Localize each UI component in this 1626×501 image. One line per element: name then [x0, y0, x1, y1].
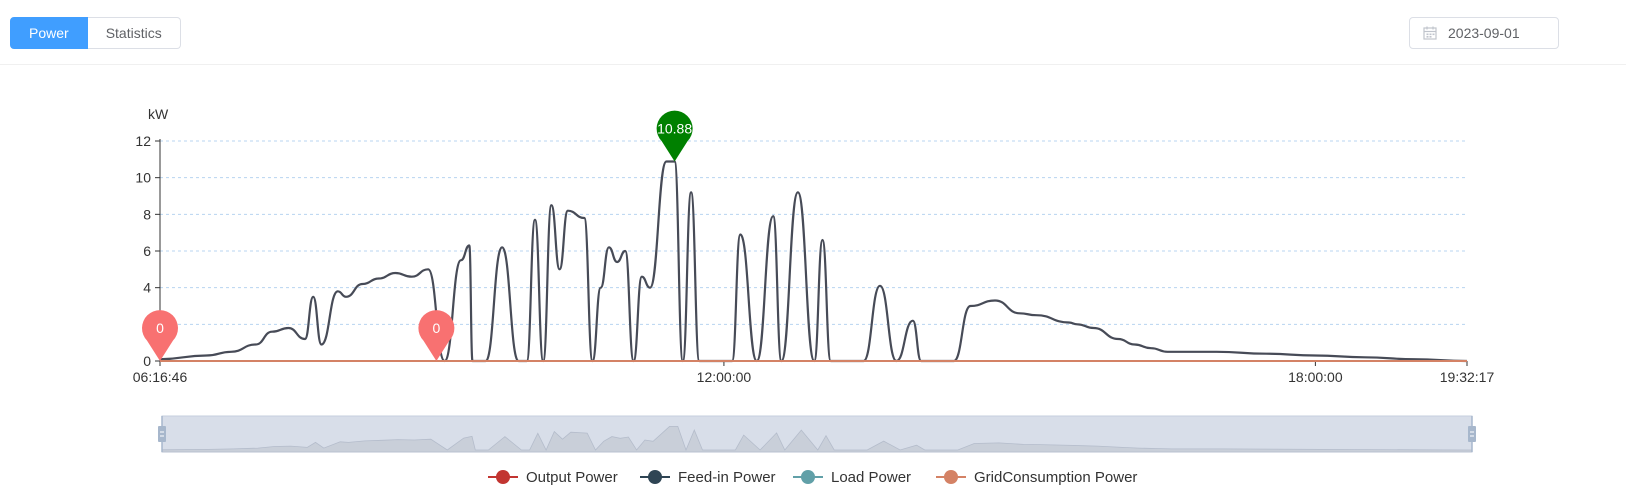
legend-item[interactable]: Feed-in Power: [640, 469, 776, 486]
legend-item[interactable]: GridConsumption Power: [936, 469, 1137, 486]
legend-symbol: [496, 470, 510, 484]
y-tick-label: 0: [143, 353, 151, 369]
x-tick-label: 18:00:00: [1288, 369, 1343, 385]
tab-statistics[interactable]: Statistics: [87, 17, 181, 49]
date-picker[interactable]: 2023-09-01: [1409, 17, 1559, 49]
view-tabs: Power Statistics: [10, 17, 181, 49]
legend-symbol: [944, 470, 958, 484]
date-value: 2023-09-01: [1448, 25, 1520, 41]
zoom-handle-grip: [1468, 426, 1476, 442]
marker-label: 0: [156, 320, 164, 336]
marker-pin-shape: [418, 310, 455, 361]
marker-label: 10.88: [657, 121, 692, 137]
legend-label: Feed-in Power: [678, 469, 776, 486]
zoom-slider-preview: [161, 426, 1473, 453]
legend-item[interactable]: Output Power: [488, 469, 618, 486]
legend-label: Output Power: [526, 469, 618, 486]
marker-pin: 0: [142, 310, 178, 361]
y-tick-label: 12: [135, 133, 151, 149]
zoom-handle-left[interactable]: [158, 416, 166, 452]
zoom-handle-grip: [158, 426, 166, 442]
marker-pin-shape: [656, 110, 693, 162]
header-divider: [0, 64, 1626, 65]
marker-label: 0: [433, 320, 441, 336]
x-tick-label: 19:32:17: [1440, 369, 1495, 385]
x-tick-label: 06:16:46: [133, 369, 188, 385]
x-tick-label: 12:00:00: [697, 369, 752, 385]
calendar-icon: [1423, 26, 1437, 40]
y-axis-label: kW: [148, 106, 169, 122]
tab-power[interactable]: Power: [10, 17, 88, 49]
y-tick-label: 8: [143, 206, 151, 222]
marker-pin: 0: [418, 310, 455, 361]
series-feed-in-power-line: [159, 160, 1468, 363]
legend-item[interactable]: Load Power: [793, 469, 911, 486]
marker-pin-shape: [142, 310, 178, 361]
zoom-handle-right[interactable]: [1468, 416, 1476, 452]
legend-label: Load Power: [831, 469, 911, 486]
y-tick-label: 4: [143, 280, 151, 296]
marker-pin: 10.88: [656, 110, 693, 162]
legend-symbol: [801, 470, 815, 484]
y-tick-label: 10: [135, 170, 151, 186]
legend-label: GridConsumption Power: [974, 469, 1137, 486]
y-tick-label: 6: [143, 243, 151, 259]
legend-symbol: [648, 470, 662, 484]
